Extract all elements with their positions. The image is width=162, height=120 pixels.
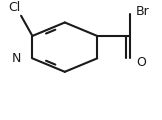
Text: O: O: [136, 56, 146, 69]
Text: Cl: Cl: [8, 1, 21, 14]
Text: Br: Br: [136, 5, 150, 18]
Text: N: N: [12, 52, 21, 65]
